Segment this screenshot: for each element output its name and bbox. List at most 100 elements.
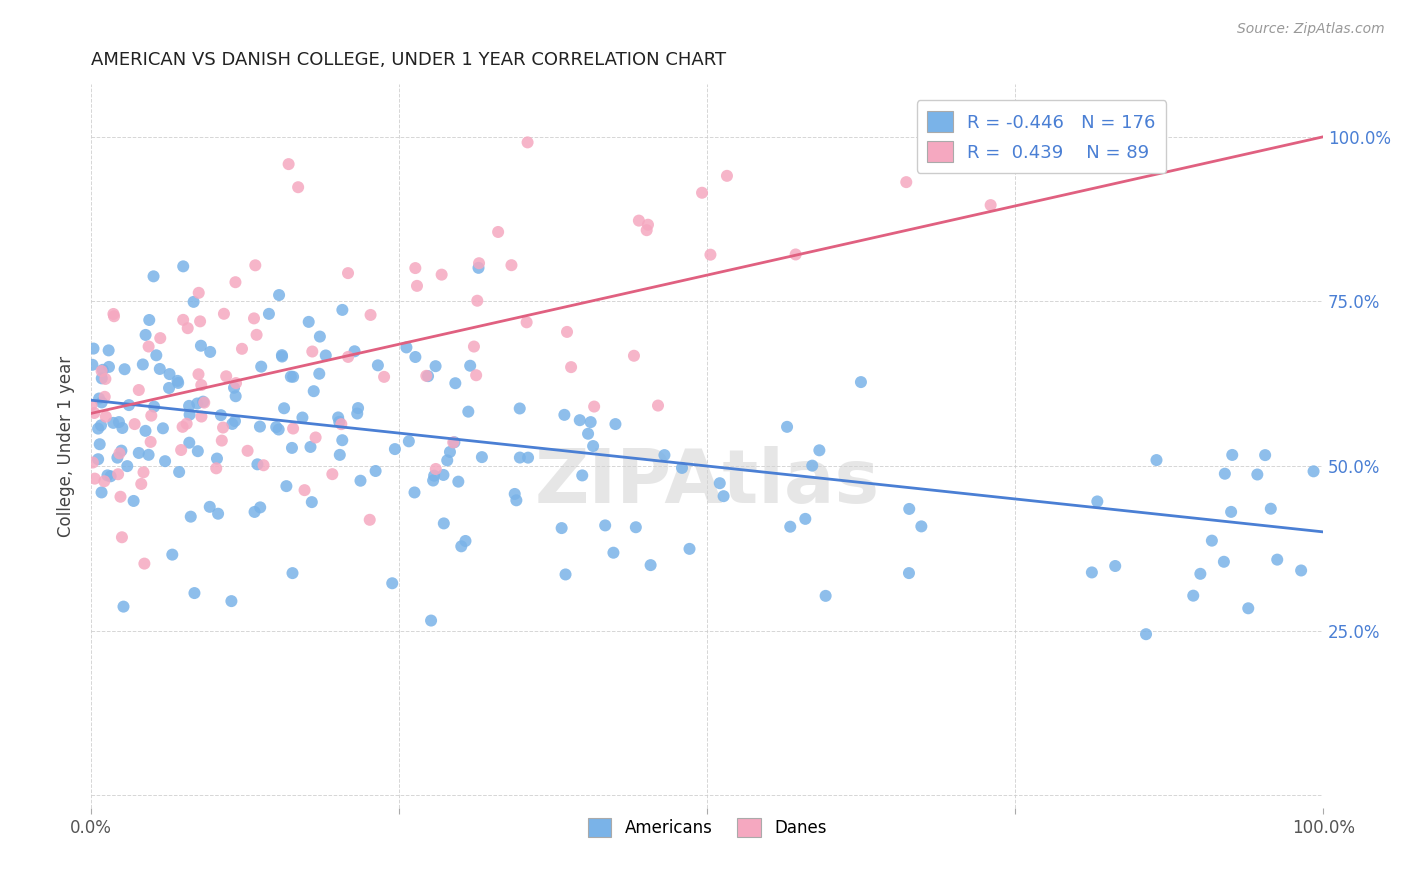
Point [404, 261, 426, 276]
Point [583, 400, 606, 414]
Point [801, 458, 824, 473]
Point [430, 268, 453, 282]
Point [187, 444, 209, 458]
Point [205, 461, 228, 475]
Point [118, 398, 141, 412]
Point [273, 401, 295, 416]
Point [1135, 627, 1157, 641]
Point [267, 288, 290, 302]
Point [159, 367, 181, 381]
Point [910, 519, 932, 533]
Point [1289, 564, 1312, 578]
Point [381, 576, 404, 591]
Point [425, 359, 447, 374]
Point [231, 342, 253, 356]
Point [304, 430, 326, 444]
Point [243, 311, 266, 326]
Point [249, 419, 271, 434]
Point [458, 359, 481, 373]
Point [330, 417, 353, 432]
Point [1201, 533, 1223, 548]
Point [360, 308, 382, 322]
Point [654, 448, 676, 462]
Point [690, 186, 713, 200]
Point [415, 368, 437, 383]
Point [384, 442, 406, 456]
Point [1212, 555, 1234, 569]
Point [110, 490, 132, 504]
Legend: Americans, Danes: Americans, Danes [581, 811, 834, 844]
Point [188, 314, 211, 328]
Point [245, 327, 267, 342]
Point [141, 409, 163, 423]
Point [179, 435, 201, 450]
Point [90, 418, 112, 433]
Point [211, 434, 233, 448]
Point [330, 434, 353, 448]
Point [1302, 464, 1324, 478]
Point [432, 467, 454, 482]
Point [172, 260, 194, 274]
Point [980, 198, 1002, 212]
Point [138, 313, 160, 327]
Point [212, 420, 235, 434]
Point [450, 539, 472, 553]
Point [250, 359, 273, 374]
Point [814, 589, 837, 603]
Point [1104, 559, 1126, 574]
Point [112, 599, 135, 614]
Point [364, 464, 387, 478]
Point [404, 485, 426, 500]
Point [94, 409, 117, 424]
Point [132, 465, 155, 479]
Point [716, 169, 738, 183]
Point [582, 439, 605, 453]
Point [257, 307, 280, 321]
Point [281, 441, 304, 455]
Point [454, 533, 477, 548]
Point [554, 567, 576, 582]
Point [398, 434, 420, 449]
Point [90, 364, 112, 378]
Point [346, 407, 368, 421]
Point [190, 378, 212, 392]
Point [1085, 494, 1108, 508]
Point [152, 421, 174, 435]
Point [328, 415, 350, 429]
Text: Source: ZipAtlas.com: Source: ZipAtlas.com [1237, 22, 1385, 37]
Point [576, 426, 599, 441]
Point [1254, 448, 1277, 462]
Point [898, 502, 921, 516]
Point [849, 375, 872, 389]
Point [105, 450, 128, 465]
Point [225, 376, 247, 390]
Point [221, 594, 243, 608]
Point [264, 420, 287, 434]
Point [349, 474, 371, 488]
Point [108, 446, 131, 460]
Point [624, 520, 647, 534]
Point [97, 343, 120, 358]
Point [183, 294, 205, 309]
Point [87, 392, 110, 406]
Point [176, 417, 198, 431]
Point [193, 395, 215, 409]
Point [443, 435, 465, 450]
Point [190, 339, 212, 353]
Point [89, 437, 111, 451]
Point [124, 417, 146, 431]
Point [329, 448, 352, 462]
Point [108, 415, 131, 429]
Text: ZIPAtlas: ZIPAtlas [534, 446, 880, 519]
Point [897, 566, 920, 580]
Point [111, 421, 134, 435]
Point [457, 404, 479, 418]
Point [406, 278, 429, 293]
Text: AMERICAN VS DANISH COLLEGE, UNDER 1 YEAR CORRELATION CHART: AMERICAN VS DANISH COLLEGE, UNDER 1 YEAR… [91, 51, 727, 69]
Point [198, 345, 221, 359]
Point [422, 474, 444, 488]
Point [299, 440, 322, 454]
Point [80, 398, 103, 412]
Point [1246, 467, 1268, 482]
Point [1260, 501, 1282, 516]
